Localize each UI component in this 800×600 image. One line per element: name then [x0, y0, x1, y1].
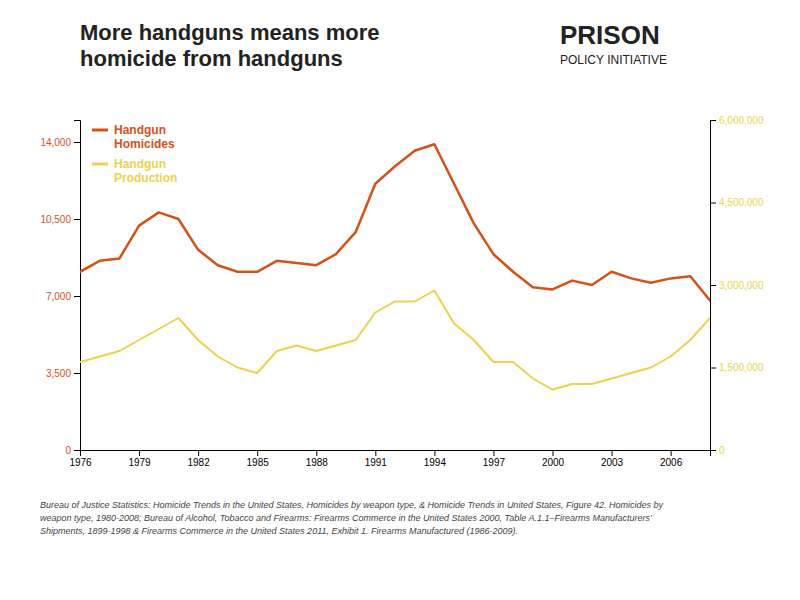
tick-label: 3,000,000 — [719, 280, 764, 291]
tick-label: 1976 — [69, 457, 92, 468]
tick-mark — [74, 373, 80, 374]
tick-mark — [434, 450, 435, 456]
legend: HandgunHomicidesHandgunProduction — [92, 123, 177, 185]
tick: 7,000 — [46, 291, 80, 302]
legend-swatch — [92, 163, 108, 166]
tick: 1982 — [188, 450, 211, 468]
x-axis: 1976 1979 1982 1985 1988 1991 1994 1997 2000 2003… — [69, 450, 710, 468]
tick-mark — [257, 450, 258, 456]
tick-label: 4,500,000 — [719, 197, 764, 208]
tick-mark — [612, 450, 613, 456]
tick-label: 1,500,000 — [719, 362, 764, 373]
tick-label: 1985 — [247, 457, 270, 468]
text-line: Handgun — [114, 123, 166, 137]
tick-mark — [74, 219, 80, 220]
tick: 3,000,000 — [710, 280, 764, 291]
tick: 1976 — [69, 450, 92, 468]
text-line: weapon type, 1980-2008; Bureau of Alcoho… — [40, 513, 653, 523]
tick-mark — [671, 450, 672, 456]
tick-label: 1991 — [365, 457, 388, 468]
tick: 1985 — [247, 450, 270, 468]
tick: 10,500 — [40, 214, 80, 225]
tick-label: 1982 — [188, 457, 211, 468]
axis-domain — [711, 121, 717, 451]
y2-axis: 0 1,500,000 3,000,000 4,500,000 6,000,000 — [710, 115, 764, 456]
tick-label: 1988 — [306, 457, 329, 468]
tick-label: 1979 — [128, 457, 151, 468]
tick: 3,500 — [46, 368, 80, 379]
tick-label: 1994 — [424, 457, 447, 468]
tick-mark — [74, 296, 80, 297]
plot-marks — [80, 144, 710, 389]
tick-label: 3,500 — [46, 368, 71, 379]
axis-domain — [81, 451, 711, 457]
tick: 14,000 — [40, 137, 80, 148]
tick-mark — [553, 450, 554, 456]
tick-mark — [710, 203, 716, 204]
tick-label: 2006 — [660, 457, 683, 468]
tick-mark — [74, 142, 80, 143]
tick-label: 14,000 — [40, 137, 71, 148]
text-line: Bureau of Justice Statistics: Homicide T… — [40, 500, 663, 510]
source: Bureau of Justice Statistics: Homicide T… — [40, 500, 663, 536]
tick-label: 2003 — [601, 457, 624, 468]
tick: 0 — [710, 445, 725, 456]
series-line — [80, 144, 710, 300]
title: More handguns means morehomicide from ha… — [80, 20, 380, 71]
tick-mark — [710, 120, 716, 121]
tick-mark — [710, 368, 716, 369]
tick: 6,000,000 — [710, 115, 764, 126]
tick-mark — [198, 450, 199, 456]
annotation: PRISON — [560, 20, 660, 50]
legend-label: HandgunHomicides — [114, 123, 175, 151]
tick-mark — [316, 450, 317, 456]
tick: 0 — [65, 445, 80, 456]
tick-mark — [139, 450, 140, 456]
tick-mark — [74, 450, 80, 451]
text-line: More handguns means more — [80, 20, 380, 45]
text-line: Homicides — [114, 137, 175, 151]
tick-mark — [710, 450, 716, 451]
text-line: Handgun — [114, 157, 166, 171]
text-line: Shipments, 1899-1998 & Firearms Commerce… — [40, 526, 518, 536]
tick: 2003 — [601, 450, 624, 468]
tick-label: 1997 — [483, 457, 506, 468]
axis-domain — [74, 121, 81, 451]
tick-label: 0 — [65, 445, 71, 456]
tick-label: 6,000,000 — [719, 115, 764, 126]
annotation: POLICY INITIATIVE — [560, 53, 667, 67]
tick: 1,500,000 — [710, 362, 764, 373]
y-axis: 0 3,500 7,000 10,500 14,000 — [40, 121, 80, 456]
series-line — [80, 291, 710, 390]
legend-swatch — [92, 129, 108, 132]
tick: 1988 — [306, 450, 329, 468]
chart: More handguns means morehomicide from ha… — [0, 0, 800, 600]
tick: 1994 — [424, 450, 447, 468]
tick-mark — [710, 285, 716, 286]
text-line: Production — [114, 171, 177, 185]
tick: 4,500,000 — [710, 197, 764, 208]
tick: 2000 — [542, 450, 565, 468]
tick: 1979 — [128, 450, 151, 468]
legend-label: HandgunProduction — [114, 157, 177, 185]
tick-label: 2000 — [542, 457, 565, 468]
tick-mark — [375, 450, 376, 456]
tick: 1997 — [483, 450, 506, 468]
text-line: homicide from handguns — [80, 46, 343, 71]
tick-mark — [493, 450, 494, 456]
tick-label: 0 — [719, 445, 725, 456]
tick-label: 7,000 — [46, 291, 71, 302]
tick-label: 10,500 — [40, 214, 71, 225]
tick: 2006 — [660, 450, 683, 468]
tick: 1991 — [365, 450, 388, 468]
